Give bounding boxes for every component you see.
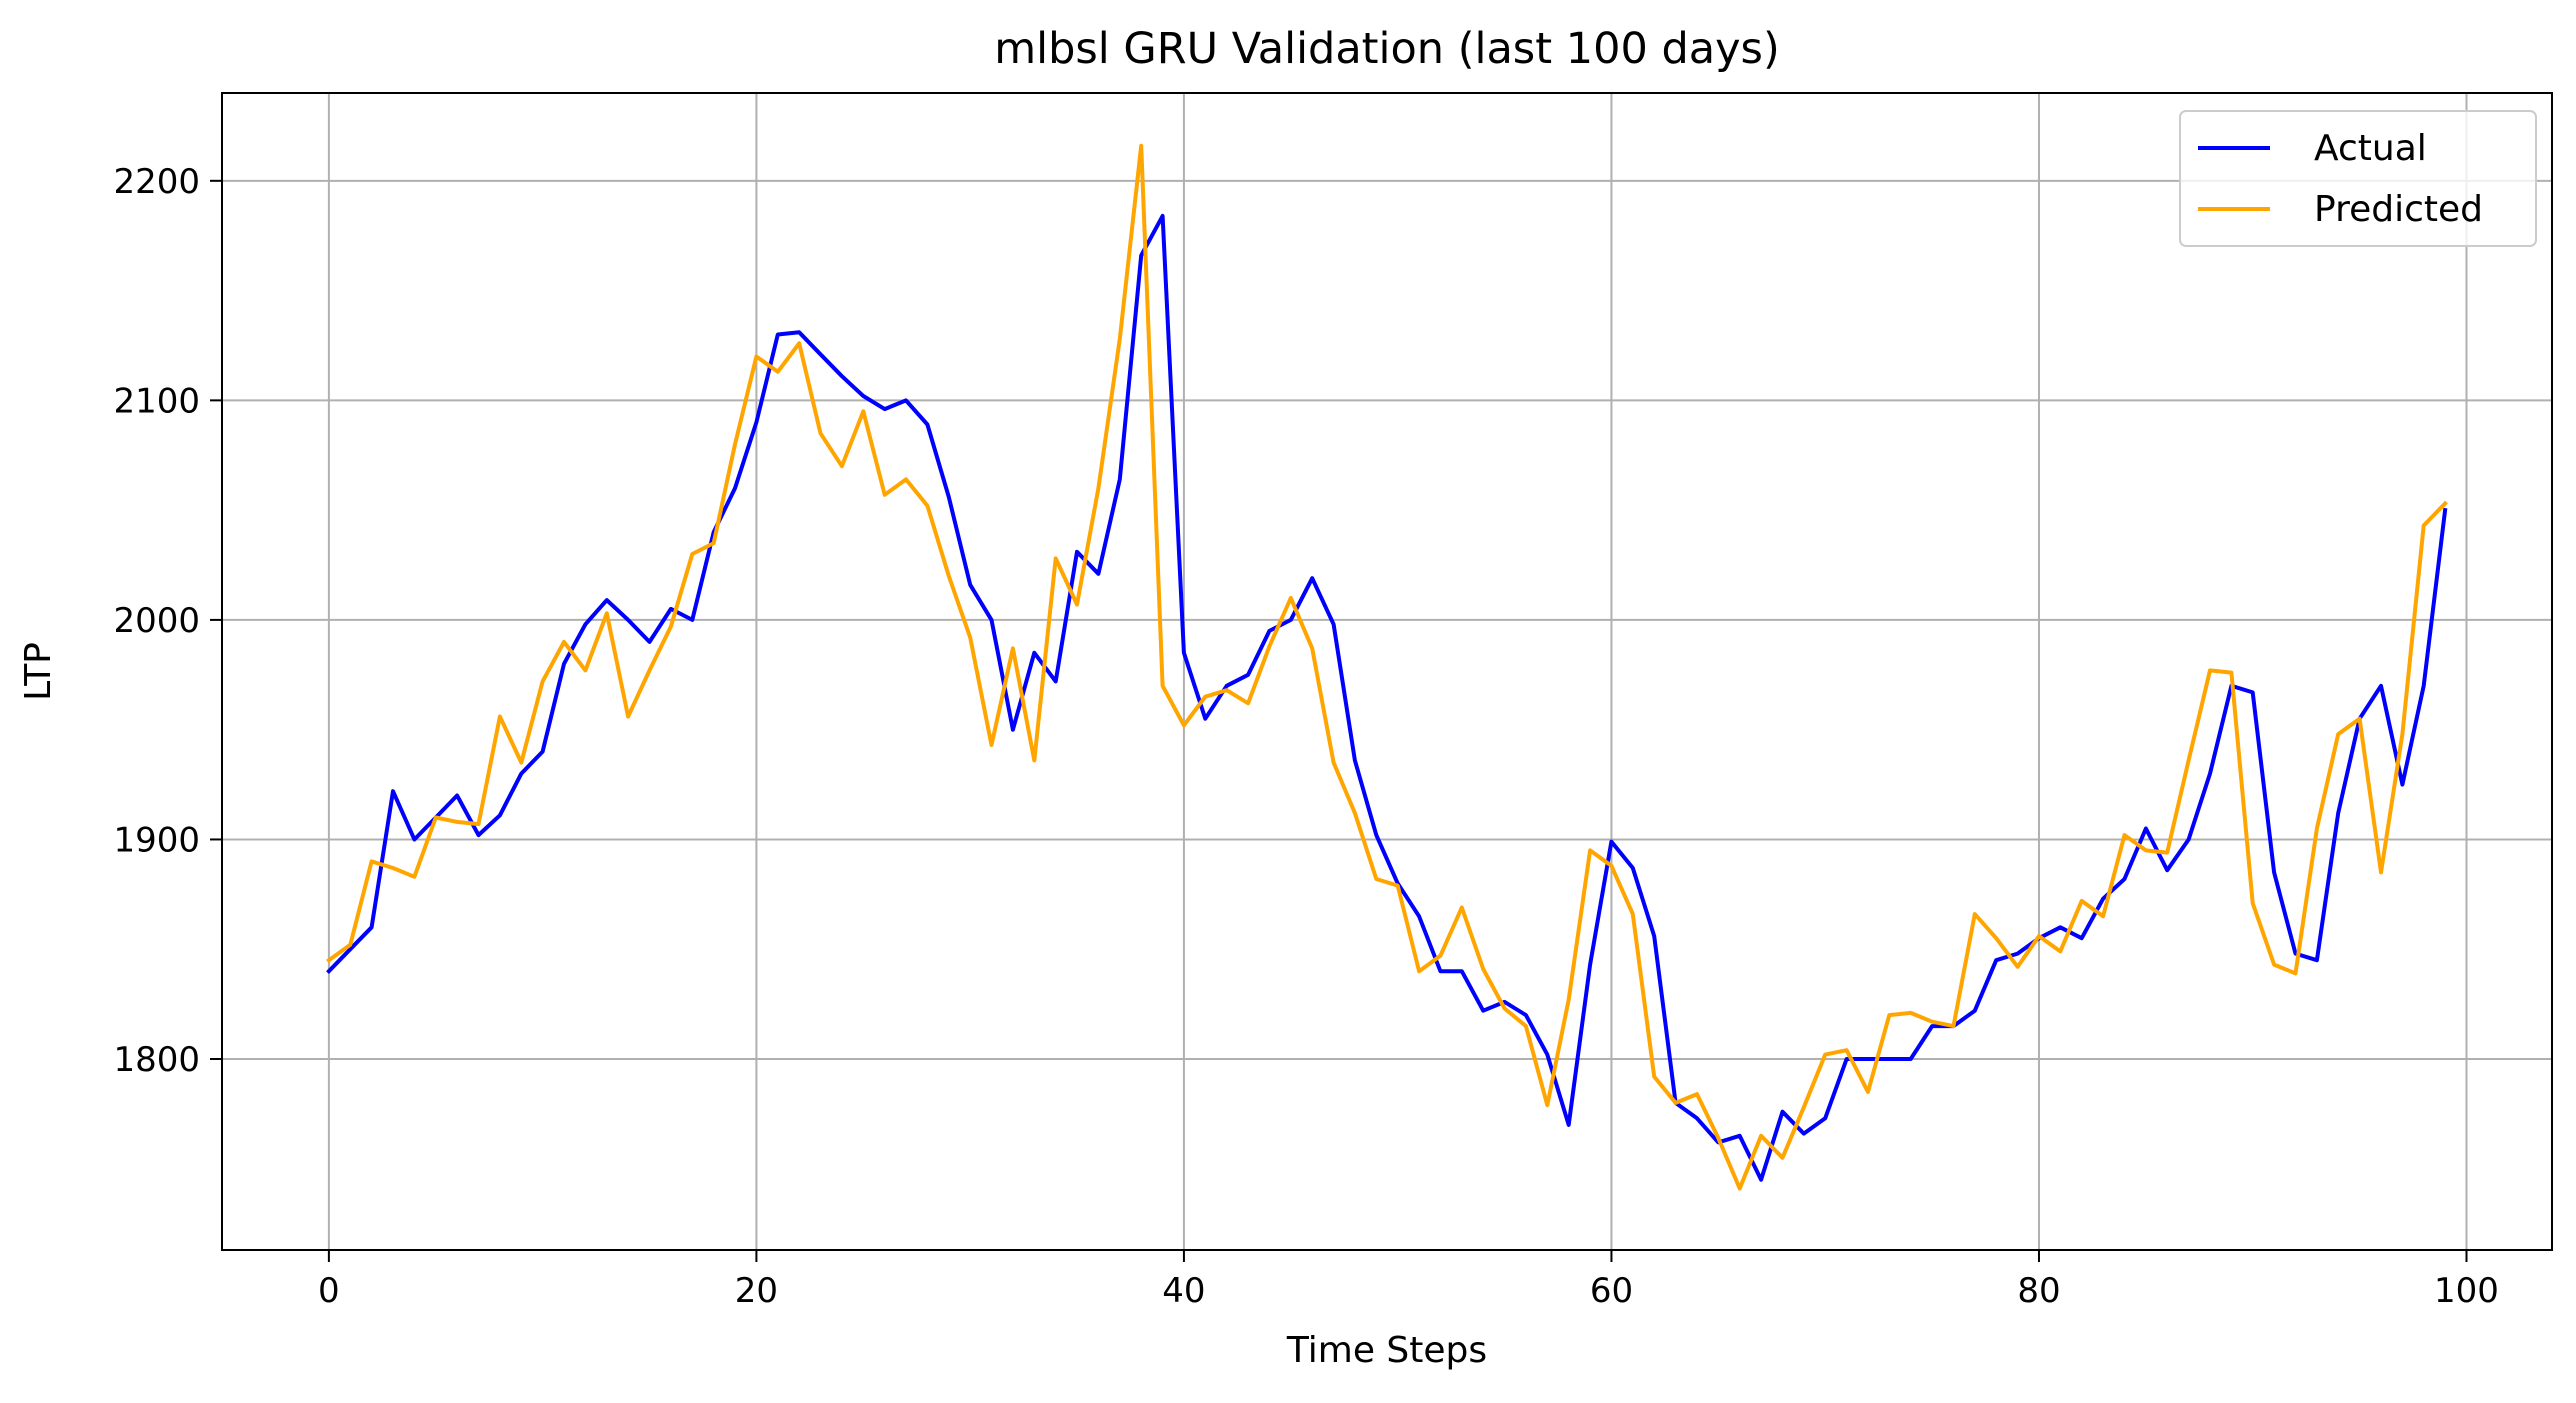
x-tick-label-20: 20	[735, 1271, 778, 1311]
series-lines	[326, 143, 2448, 1191]
y-axis-label: LTP	[18, 642, 59, 701]
series-line-actual	[326, 213, 2448, 1182]
y-tick-label-2100: 2100	[113, 381, 200, 421]
x-tick-label-40: 40	[1162, 1271, 1205, 1311]
x-tick-label-60: 60	[1590, 1271, 1633, 1311]
series-line-predicted	[326, 143, 2448, 1191]
legend-label-actual: Actual	[2314, 128, 2427, 169]
plot-frame	[221, 92, 2553, 1251]
x-tick-label-0: 0	[318, 1271, 340, 1311]
y-tick-label-1900: 1900	[113, 820, 200, 860]
x-axis-label: Time Steps	[1286, 1330, 1487, 1371]
legend-label-predicted: Predicted	[2314, 189, 2483, 230]
legend-box	[2179, 110, 2537, 247]
y-tick-label-2200: 2200	[113, 162, 200, 202]
y-tick-label-2000: 2000	[113, 601, 200, 641]
chart-title: mlbsl GRU Validation (last 100 days)	[994, 24, 1780, 74]
legend: Actual Predicted	[2179, 110, 2537, 247]
grid-lines	[222, 93, 2552, 1250]
x-tick-label-80: 80	[2017, 1271, 2060, 1311]
x-axis-ticks: 0 20 40 60 80 100	[318, 1250, 2499, 1311]
y-tick-label-1800: 1800	[113, 1040, 200, 1080]
x-tick-label-100: 100	[2434, 1271, 2499, 1311]
y-axis-ticks: 1800 1900 2000 2100 2200	[113, 162, 222, 1080]
